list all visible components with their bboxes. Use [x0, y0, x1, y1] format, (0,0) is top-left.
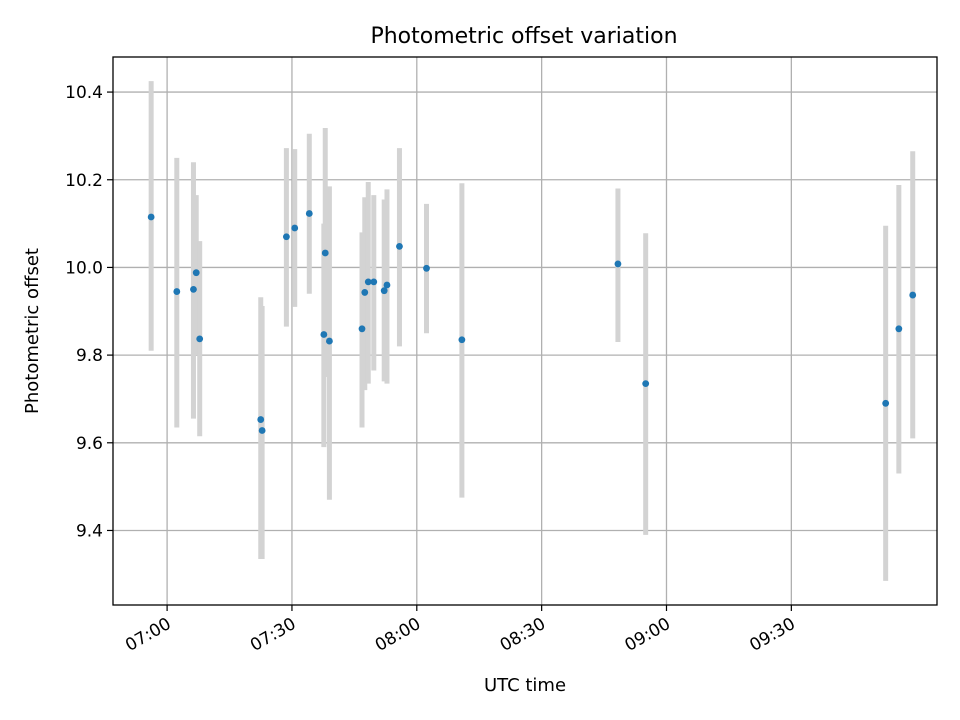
- data-point: [458, 336, 466, 344]
- data-point: [320, 331, 328, 338]
- data-point: [257, 416, 265, 423]
- x-tick-label: 09:30: [746, 614, 798, 656]
- data-point: [370, 278, 378, 286]
- x-tick-label: 07:00: [122, 614, 174, 656]
- data-point: [283, 233, 290, 241]
- y-tick-label: 9.8: [76, 346, 103, 366]
- data-point: [614, 260, 622, 268]
- y-axis-ticks: 9.4 9.6 9.8 10.0 10.2 10.4: [65, 83, 113, 541]
- data-point: [291, 224, 299, 232]
- x-tick-label: 08:00: [372, 614, 424, 656]
- data-point: [190, 285, 197, 293]
- data-point: [642, 380, 650, 388]
- data-point: [396, 242, 403, 250]
- data-point: [321, 249, 329, 257]
- data-point: [909, 291, 917, 299]
- data-point: [383, 281, 391, 289]
- data-point: [173, 288, 181, 295]
- y-tick-label: 9.4: [76, 521, 103, 541]
- x-tick-label: 08:30: [497, 614, 549, 656]
- data-point: [326, 337, 333, 345]
- data-point: [882, 399, 890, 407]
- y-axis-label: Photometric offset: [22, 248, 43, 414]
- y-tick-label: 10.4: [65, 83, 103, 103]
- y-tick-label: 9.6: [76, 434, 103, 454]
- data-point: [196, 335, 204, 343]
- chart-title: Photometric offset variation: [370, 24, 677, 49]
- y-tick-label: 10.0: [65, 258, 103, 278]
- x-axis-ticks: 07:00 07:30 08:00 08:30 09:00 09:30: [122, 605, 799, 656]
- x-tick-label: 07:30: [247, 614, 299, 656]
- data-point: [305, 210, 313, 217]
- data-point: [364, 278, 372, 286]
- data-point: [380, 287, 388, 295]
- data-point: [358, 325, 366, 333]
- grid: [113, 57, 937, 605]
- plot-frame: [112, 56, 938, 606]
- data-point: [895, 325, 903, 333]
- data-point: [192, 269, 200, 277]
- data-point: [258, 427, 266, 434]
- error-bars: [148, 81, 916, 581]
- data-point: [423, 264, 430, 272]
- data-points: [147, 210, 917, 434]
- y-tick-label: 10.2: [65, 171, 103, 191]
- data-point: [361, 289, 369, 296]
- x-tick-label: 09:00: [622, 614, 674, 656]
- x-axis-label: UTC time: [484, 675, 566, 696]
- data-point: [147, 213, 155, 221]
